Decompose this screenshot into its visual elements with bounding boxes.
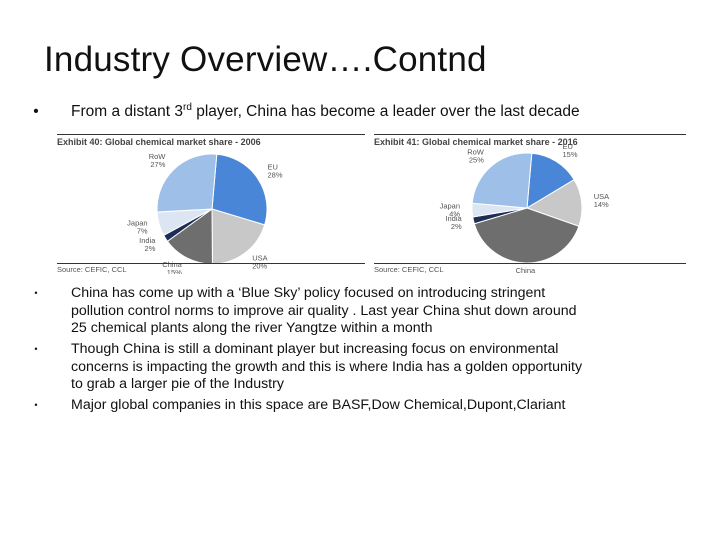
slice-label-row: RoW 27%: [149, 152, 167, 169]
pie-slice-china: [473, 207, 580, 264]
slice-value: 7%: [137, 226, 148, 235]
bullet-3-text: Major global companies in this space are…: [71, 397, 696, 415]
exhibit-2016-source: Source: CEFIC, CCL: [374, 263, 686, 274]
slice-label-japan: Japan 7%: [127, 218, 148, 235]
exhibit-2006: Exhibit 40: Global chemical market share…: [57, 134, 365, 274]
intro-text-start: From a distant 3: [71, 103, 183, 120]
pie-chart-2006: EU 28%USA 20%China 15%India 2%Japan 7%RoW 27%: [127, 152, 283, 274]
intro-text-end: player, China has become a leader over t…: [191, 103, 580, 120]
slice-name: China: [162, 260, 182, 269]
bullet-2-line-1: Though China is still a dominant player …: [71, 341, 559, 357]
slice-value: 14%: [594, 200, 609, 209]
slice-label-japan: Japan 4%: [440, 202, 461, 219]
slice-label-india: India 2%: [445, 214, 462, 231]
slice-value: 2%: [451, 222, 462, 231]
bullet-1-text: China has come up with a ‘Blue Sky’ poli…: [71, 285, 696, 338]
pie-slice-row: [156, 153, 218, 213]
slice-label-row: RoW 25%: [467, 148, 485, 165]
bullet-marker: •: [33, 103, 39, 120]
slice-name: USA: [594, 192, 609, 201]
intro-superscript: rd: [183, 101, 192, 113]
slice-name: Japan: [440, 202, 460, 211]
slice-label-china: China40%: [516, 266, 536, 274]
slice-label-usa: USA 14%: [594, 192, 609, 209]
bullet-2-text: Though China is still a dominant player …: [71, 341, 696, 394]
slice-label-china: China 15%: [162, 260, 182, 274]
bullet-3-line-1: Major global companies in this space are…: [71, 397, 566, 413]
slice-label-eu: EU 28%: [268, 162, 283, 179]
slice-name: EU: [563, 142, 573, 151]
slice-label-india: India 2%: [139, 236, 156, 253]
slice-value: 15%: [167, 268, 182, 274]
slice-name: EU: [268, 162, 278, 171]
bullet-marker: •: [34, 288, 38, 298]
slice-label-usa: USA 20%: [252, 254, 267, 271]
bullet-1-line-3: 25 chemical plants along the river Yangt…: [71, 320, 433, 336]
slice-value: 27%: [150, 160, 165, 169]
slice-name: RoW: [149, 152, 167, 161]
bullet-marker: •: [34, 400, 38, 410]
pie-slice-row: [471, 152, 533, 209]
slice-value: 28%: [268, 170, 283, 179]
bullet-1-line-2: pollution control norms to improve air q…: [71, 302, 577, 319]
exhibit-2006-title: Exhibit 40: Global chemical market share…: [57, 134, 365, 147]
slice-value: 25%: [469, 156, 484, 165]
slice-label-eu: EU 15%: [563, 142, 578, 159]
bullet-marker: •: [34, 344, 38, 354]
bullet-2-line-3: to grab a larger pie of the Industry: [71, 376, 284, 392]
slice-name: India: [139, 236, 156, 245]
slice-name: Japan: [127, 218, 147, 227]
exhibit-2016-title: Exhibit 41: Global chemical market share…: [374, 134, 686, 147]
slice-value: 15%: [563, 150, 578, 159]
slice-value: 20%: [252, 262, 267, 271]
exhibit-2006-source: Source: CEFIC, CCL: [57, 263, 365, 274]
slice-name: China: [516, 266, 536, 274]
slice-value: 2%: [145, 244, 156, 253]
slice-value: 4%: [449, 210, 460, 219]
slice-name: RoW: [467, 148, 485, 157]
bullet-2-line-2: concerns is impacting the growth and thi…: [71, 358, 583, 375]
exhibit-2016: Exhibit 41: Global chemical market share…: [374, 134, 686, 274]
slide-title: Industry Overview….Contnd: [44, 40, 487, 79]
pie-slice-eu: [211, 153, 268, 226]
bullet-1-line-1: China has come up with a ‘Blue Sky’ poli…: [71, 285, 546, 301]
pie-slice-eu: [526, 152, 575, 209]
slice-name: India: [445, 214, 462, 223]
slice-name: USA: [252, 254, 267, 263]
intro-bullet-text: From a distant 3rd player, China has bec…: [71, 101, 696, 121]
